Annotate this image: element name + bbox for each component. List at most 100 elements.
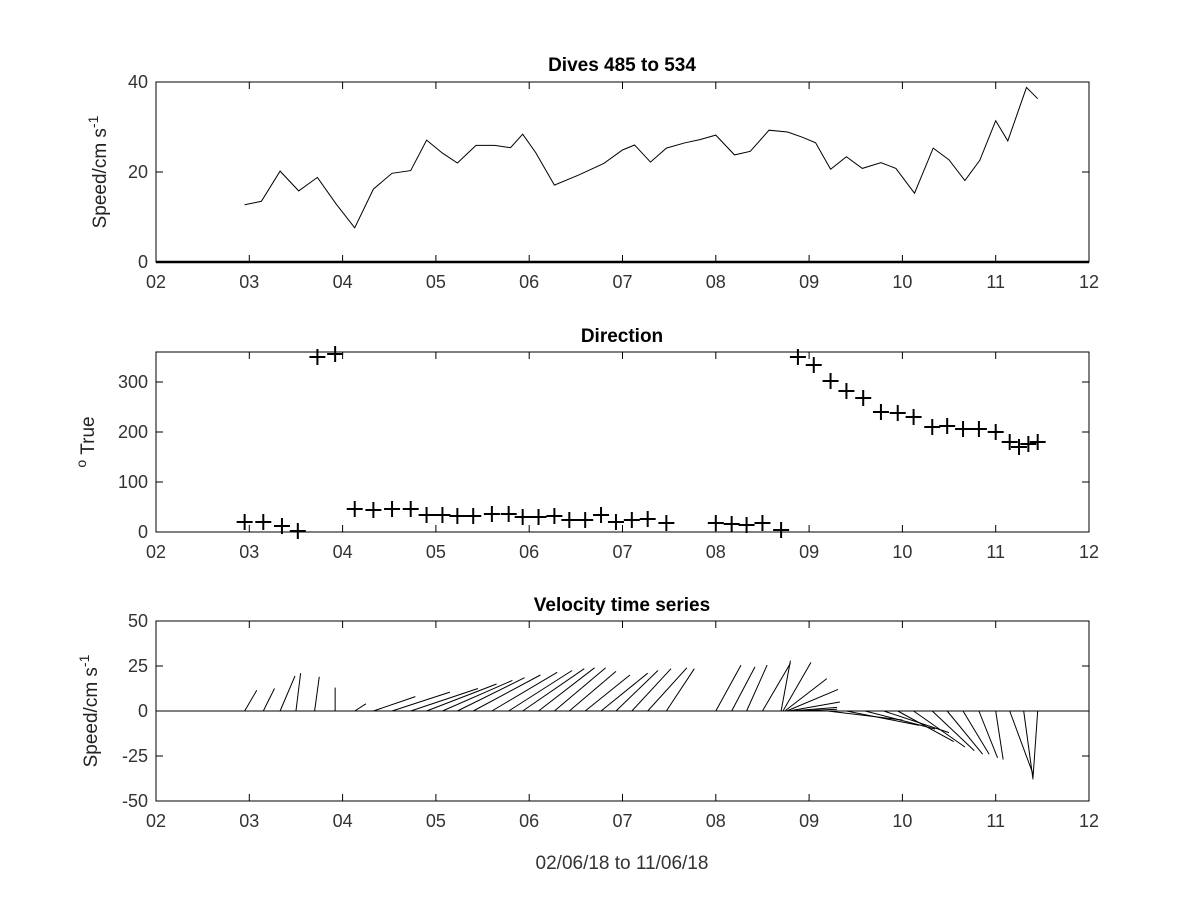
velocity-stick — [786, 688, 839, 712]
velocity-stick — [782, 662, 812, 712]
velocity-stick — [846, 710, 920, 726]
direction-point — [561, 512, 578, 528]
velocity-stick — [931, 710, 975, 751]
direction-point — [607, 514, 624, 530]
speed-x-tick-label: 11 — [986, 272, 1005, 292]
direction-y-tick-label: 300 — [118, 372, 148, 392]
velocity-stick — [426, 683, 497, 712]
direction-x-tick-label: 06 — [519, 542, 539, 562]
velocity-stick — [410, 688, 479, 712]
velocity-stick — [647, 667, 688, 712]
velocity-stick — [962, 710, 990, 755]
direction-point — [889, 405, 906, 421]
velocity-stick — [715, 664, 742, 712]
speed-x-tick-label: 07 — [612, 272, 632, 292]
direction-x-tick-label: 03 — [239, 542, 259, 562]
direction-point — [1020, 436, 1037, 452]
speed-x-tick-label: 08 — [706, 272, 726, 292]
velocity-y-axis-label: Speed/cm s-1 — [76, 654, 102, 767]
velocity-stick — [295, 673, 302, 712]
speed-y-axis-label: Speed/cm s-1 — [85, 115, 111, 228]
direction-point — [289, 523, 306, 539]
velocity-stick — [314, 676, 320, 712]
direction-point — [449, 508, 466, 524]
velocity-panel: Velocity time series 02 03 04 05 06 07 08 09 10 1… — [76, 595, 1099, 874]
direction-x-tick-label: 09 — [799, 542, 819, 562]
velocity-stick — [538, 667, 595, 712]
velocity-stick — [584, 674, 631, 712]
velocity-stick — [472, 674, 541, 712]
velocity-stick — [788, 701, 840, 712]
direction-point — [327, 346, 344, 362]
direction-point — [1029, 434, 1046, 450]
direction-point — [855, 390, 872, 406]
velocity-stick — [279, 675, 296, 712]
velocity-x-tick-label: 05 — [426, 811, 446, 831]
direction-point — [546, 508, 563, 524]
velocity-stick — [1009, 710, 1034, 775]
speed-series-line — [244, 86, 1039, 229]
direction-point — [639, 511, 656, 527]
speed-x-tick-label: 02 — [146, 272, 166, 292]
direction-x-ticks: 02 03 04 05 06 07 08 09 10 11 12 — [146, 352, 1099, 562]
direction-point — [500, 506, 517, 522]
direction-point — [465, 508, 482, 524]
velocity-x-tick-label: 03 — [239, 811, 259, 831]
velocity-stick — [827, 710, 903, 721]
velocity-stick — [354, 703, 367, 712]
direction-x-tick-label: 10 — [892, 542, 912, 562]
direction-point — [623, 512, 640, 528]
speed-y-tick-label: 0 — [138, 252, 148, 272]
velocity-x-tick-label: 04 — [333, 811, 353, 831]
velocity-stick — [491, 671, 558, 712]
speed-x-ticks: 02 03 04 05 06 07 08 09 10 11 12 — [146, 82, 1099, 292]
velocity-y-tick-label: 50 — [128, 611, 148, 631]
direction-point — [970, 421, 987, 437]
velocity-stick — [1032, 710, 1039, 778]
direction-point — [577, 512, 594, 528]
direction-y-ticks: 0 100 200 300 — [118, 372, 1089, 542]
velocity-x-tick-label: 08 — [706, 811, 726, 831]
direction-x-tick-label: 12 — [1079, 542, 1099, 562]
speed-x-tick-label: 05 — [426, 272, 446, 292]
direction-x-tick-label: 11 — [986, 542, 1005, 562]
direction-point — [754, 515, 771, 531]
velocity-x-tick-label: 10 — [892, 811, 912, 831]
direction-marks — [236, 346, 1046, 539]
velocity-x-tick-label: 11 — [986, 811, 1005, 831]
velocity-stick — [1023, 710, 1034, 780]
direction-point — [514, 509, 531, 525]
velocity-stick — [262, 688, 275, 712]
velocity-x-tick-label: 12 — [1079, 811, 1099, 831]
direction-point — [483, 506, 500, 522]
direction-title: Direction — [581, 326, 663, 347]
velocity-marks — [156, 660, 1089, 780]
velocity-stick — [665, 668, 695, 712]
direction-point — [1001, 434, 1018, 450]
direction-point — [1011, 439, 1028, 455]
direction-point — [365, 502, 382, 518]
speed-x-tick-label: 09 — [799, 272, 819, 292]
velocity-stick — [522, 668, 585, 712]
velocity-title: Velocity time series — [534, 595, 710, 616]
direction-point — [658, 515, 675, 531]
speed-x-tick-label: 10 — [892, 272, 912, 292]
velocity-x-tick-label: 09 — [799, 811, 819, 831]
velocity-stick — [946, 710, 984, 755]
direction-point — [987, 424, 1004, 440]
direction-x-tick-label: 04 — [333, 542, 353, 562]
direction-point — [822, 373, 839, 389]
velocity-stick — [780, 660, 791, 712]
direction-point — [924, 419, 941, 435]
velocity-stick — [508, 670, 573, 712]
direction-point — [346, 501, 363, 517]
direction-panel: Direction 02 03 04 05 06 07 08 09 10 11 12 0 100 200… — [73, 326, 1099, 562]
speed-x-tick-label: 03 — [239, 272, 259, 292]
velocity-x-ticks: 02 03 04 05 06 07 08 09 10 11 12 — [146, 621, 1099, 831]
direction-x-tick-label: 05 — [426, 542, 446, 562]
direction-point — [838, 383, 855, 399]
velocity-y-ticks: -50 -25 0 25 50 — [122, 611, 1089, 811]
direction-y-axis-label: oTrue — [73, 416, 99, 467]
